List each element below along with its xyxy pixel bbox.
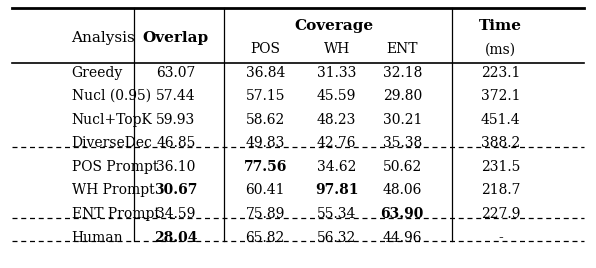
Text: 218.7: 218.7 <box>481 184 520 198</box>
Text: 36.10: 36.10 <box>156 160 195 174</box>
Text: 388.2: 388.2 <box>481 136 520 150</box>
Text: 30.21: 30.21 <box>383 113 422 127</box>
Text: Analysis: Analysis <box>72 31 135 44</box>
Text: 223.1: 223.1 <box>481 66 520 80</box>
Text: 48.23: 48.23 <box>317 113 356 127</box>
Text: 75.89: 75.89 <box>246 207 285 221</box>
Text: Greedy: Greedy <box>72 66 123 80</box>
Text: 46.85: 46.85 <box>156 136 195 150</box>
Text: 451.4: 451.4 <box>481 113 520 127</box>
Text: POS: POS <box>250 42 280 56</box>
Text: 34.59: 34.59 <box>156 207 195 221</box>
Text: 56.32: 56.32 <box>317 231 356 245</box>
Text: Overlap: Overlap <box>143 31 209 44</box>
Text: -: - <box>498 231 503 245</box>
Text: ENT Prompt: ENT Prompt <box>72 207 159 221</box>
Text: 35.38: 35.38 <box>383 136 422 150</box>
Text: 28.04: 28.04 <box>154 231 197 245</box>
Text: 44.96: 44.96 <box>383 231 422 245</box>
Text: 48.06: 48.06 <box>383 184 422 198</box>
Text: 372.1: 372.1 <box>481 89 520 103</box>
Text: 57.44: 57.44 <box>156 89 195 103</box>
Text: 31.33: 31.33 <box>317 66 356 80</box>
Text: Coverage: Coverage <box>294 19 373 33</box>
Text: 57.15: 57.15 <box>246 89 285 103</box>
Text: WH: WH <box>324 42 350 56</box>
Text: 29.80: 29.80 <box>383 89 422 103</box>
Text: 42.76: 42.76 <box>317 136 356 150</box>
Text: 63.07: 63.07 <box>156 66 195 80</box>
Text: Time: Time <box>479 19 522 33</box>
Text: Nucl (0.95): Nucl (0.95) <box>72 89 151 103</box>
Text: 60.41: 60.41 <box>246 184 285 198</box>
Text: 36.84: 36.84 <box>246 66 285 80</box>
Text: 65.82: 65.82 <box>246 231 285 245</box>
Text: 77.56: 77.56 <box>244 160 287 174</box>
Text: 59.93: 59.93 <box>156 113 195 127</box>
Text: 45.59: 45.59 <box>317 89 356 103</box>
Text: 97.81: 97.81 <box>315 184 358 198</box>
Text: Human: Human <box>72 231 123 245</box>
Text: WH Prompt: WH Prompt <box>72 184 154 198</box>
Text: POS Prompt: POS Prompt <box>72 160 158 174</box>
Text: 231.5: 231.5 <box>481 160 520 174</box>
Text: (ms): (ms) <box>485 42 516 56</box>
Text: 30.67: 30.67 <box>154 184 197 198</box>
Text: 227.9: 227.9 <box>481 207 520 221</box>
Text: ENT: ENT <box>387 42 418 56</box>
Text: 58.62: 58.62 <box>246 113 285 127</box>
Text: 55.34: 55.34 <box>317 207 356 221</box>
Text: 49.83: 49.83 <box>246 136 285 150</box>
Text: DiverseDec: DiverseDec <box>72 136 153 150</box>
Text: 50.62: 50.62 <box>383 160 422 174</box>
Text: 63.90: 63.90 <box>381 207 424 221</box>
Text: Nucl+TopK: Nucl+TopK <box>72 113 153 127</box>
Text: 32.18: 32.18 <box>383 66 422 80</box>
Text: 34.62: 34.62 <box>317 160 356 174</box>
